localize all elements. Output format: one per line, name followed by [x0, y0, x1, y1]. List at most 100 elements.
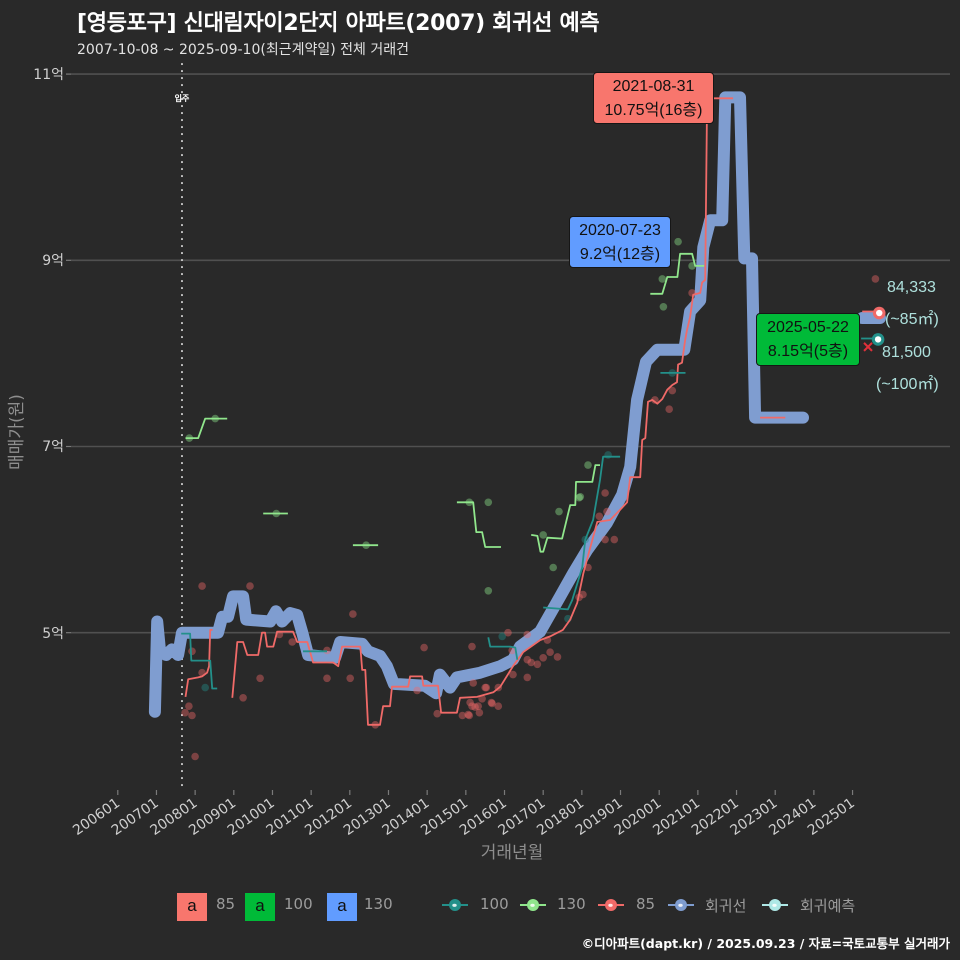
latest-trade-x-icon [863, 342, 873, 352]
trade-point-85 [469, 679, 478, 687]
regression-line-layer [148, 91, 886, 718]
scatter-layer [181, 237, 880, 761]
trade-point-85 [508, 646, 516, 655]
trade-point-85 [487, 698, 496, 707]
trade-point-85 [191, 752, 199, 761]
chart-subtitle: 2007-10-08 ~ 2025-09-10(최근계약일) 전체 거래건 [77, 42, 409, 58]
y-axis: 11억 9억 7억 5억 매매가(원) [7, 67, 71, 642]
trade-point-130 [484, 587, 493, 595]
trade-point-85 [433, 709, 442, 718]
series-line-85 [231, 97, 734, 726]
trade-point-85 [349, 610, 357, 618]
line-point-icon [598, 899, 624, 911]
trade-point-85 [246, 582, 254, 590]
trade-point-85 [651, 396, 659, 404]
annotation-price: 9.2억(12층) [579, 246, 661, 263]
series-line-100 [543, 455, 621, 611]
trade-point-130 [575, 493, 583, 502]
forecast-area-100: (~100㎡) [876, 376, 939, 393]
series-line-130 [650, 252, 705, 295]
y-axis-title: 매매가(원) [7, 394, 27, 470]
trade-point-85 [603, 507, 611, 516]
legend-line-label-100: 100 [480, 895, 509, 913]
source-caption: ©디아파트(dapt.kr) / 2025.09.23 / 자료=국토교통부 실… [581, 936, 950, 951]
line-point-icon [762, 899, 788, 911]
legend-line-label-forecast: 회귀예측 [800, 897, 856, 915]
regression-line [148, 91, 809, 718]
legend-fill-label-130: 130 [364, 895, 393, 913]
trade-point-85 [871, 275, 880, 283]
y-tick-label: 11억 [33, 67, 64, 83]
line-point-icon [520, 899, 546, 911]
series-lines-layer [181, 97, 877, 726]
trade-point-85 [482, 683, 491, 692]
trade-point-130 [584, 461, 592, 469]
trade-point-85 [198, 582, 206, 590]
annotation-price: 8.15억(5층) [767, 343, 849, 360]
legend-fill-label-100: 100 [284, 895, 313, 913]
trade-point-85 [688, 289, 696, 297]
trade-point-85 [579, 590, 587, 599]
trade-point-85 [181, 708, 189, 717]
trade-point-85 [471, 703, 479, 711]
trade-point-85 [188, 647, 196, 656]
trade-point-85 [504, 628, 512, 637]
series-line-100 [487, 637, 519, 660]
annotation-date: 2025-05-22 [767, 319, 849, 336]
legend-line-label-regression: 회귀선 [705, 897, 747, 915]
trade-point-85 [494, 702, 503, 710]
trade-point-130 [576, 493, 585, 501]
x-axis: 거래년월 20060120070120080120090120100120110… [70, 790, 858, 863]
annotation-max-85: 2021-08-31 10.75억(16층) [593, 72, 714, 124]
trade-point-130 [674, 237, 682, 246]
trade-point-85 [474, 702, 483, 710]
trade-point-100 [201, 683, 209, 692]
trade-point-85 [288, 638, 297, 646]
trade-point-85 [553, 653, 562, 661]
trade-point-85 [523, 630, 532, 639]
trade-point-85 [610, 535, 619, 544]
trade-point-130 [549, 563, 557, 572]
forecast-area-85: (~85㎡) [885, 311, 939, 328]
trade-point-130 [555, 507, 563, 516]
trade-point-85 [481, 683, 490, 692]
trade-point-85 [346, 674, 355, 683]
trade-point-85 [595, 512, 604, 521]
forecast-value-85: 84,333 [887, 279, 936, 296]
series-line-130 [456, 501, 501, 548]
trade-point-85 [466, 698, 474, 707]
annotation-date: 2020-07-23 [579, 222, 661, 239]
annotation-latest-100: 2025-05-22 8.15억(5층) [756, 313, 860, 366]
trade-point-85 [458, 711, 467, 720]
trade-point-85 [546, 648, 554, 656]
annotation-date: 2021-08-31 [612, 78, 695, 95]
trade-point-130 [484, 498, 493, 507]
trade-point-85 [420, 643, 428, 652]
series-line-100 [181, 632, 218, 690]
trade-point-85 [601, 489, 609, 497]
y-tick-label: 9억 [42, 253, 64, 269]
forecast-point-center [874, 336, 882, 343]
trade-point-85 [533, 660, 542, 669]
annotation-price: 10.75억(16층) [604, 102, 703, 119]
trade-point-85 [239, 694, 247, 702]
trade-point-85 [468, 642, 476, 651]
trade-point-130 [658, 275, 667, 283]
forecast-layer [863, 306, 886, 352]
trade-point-130 [539, 531, 547, 539]
trade-point-85 [523, 673, 532, 682]
move-in-label: 입주 [175, 93, 190, 103]
legend-fill-key-100: a [245, 893, 275, 921]
legend-line-label-130: 130 [557, 895, 586, 913]
trade-point-85 [188, 711, 196, 720]
legend-fill-key-85: a [177, 893, 207, 921]
chart-title: [영등포구] 신대림자이2단지 아파트(2007) 회귀선 예측 [77, 11, 600, 36]
legend-line-label-85: 85 [636, 895, 656, 913]
trade-point-85 [488, 699, 496, 708]
annotation-max-130: 2020-07-23 9.2억(12층) [569, 216, 671, 268]
trade-point-85 [601, 535, 609, 544]
y-tick-label: 7억 [42, 439, 64, 455]
trade-point-85 [509, 670, 517, 679]
trade-point-85 [475, 708, 484, 717]
